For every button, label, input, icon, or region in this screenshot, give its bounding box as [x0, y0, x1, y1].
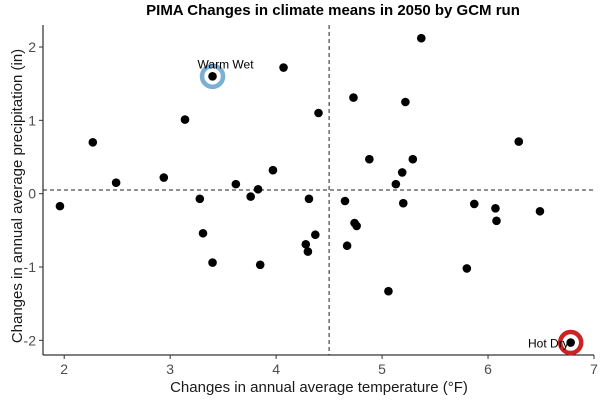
data-point: [159, 173, 169, 182]
data-point: [303, 247, 313, 256]
x-tick-label: 2: [60, 361, 68, 377]
data-point: [352, 221, 361, 231]
data-point: [397, 168, 407, 177]
data-point: [398, 198, 408, 208]
data-point: [301, 239, 311, 249]
data-point: [55, 201, 65, 211]
x-tick-label: 6: [484, 361, 492, 377]
data-point: [408, 154, 418, 164]
y-tick-label: -2: [24, 332, 37, 348]
data-point: [246, 192, 255, 201]
highlight-ring: [557, 329, 584, 356]
data-point: [349, 93, 358, 102]
data-point: [340, 196, 350, 206]
data-point: [401, 97, 410, 107]
data-point: [279, 63, 288, 72]
y-axis-label: Changes in annual average precipitation …: [9, 49, 26, 343]
data-point: [111, 178, 121, 187]
data-point: [314, 108, 323, 118]
data-point: [492, 216, 501, 226]
data-point: [416, 33, 426, 43]
y-tick-label: 2: [28, 39, 36, 55]
data-point: [391, 179, 401, 189]
data-point: [384, 286, 393, 296]
x-tick-label: 7: [590, 361, 598, 377]
data-point: [195, 194, 205, 204]
data-point: [514, 137, 524, 146]
y-tick-label: -1: [24, 259, 37, 275]
x-tick-label: 5: [378, 361, 386, 377]
data-point: [535, 206, 545, 216]
data-point: [365, 154, 374, 164]
data-point: [180, 115, 190, 124]
y-tick-label: 0: [28, 186, 36, 202]
highlight-ring: [199, 63, 226, 90]
plot-area: 2 3 4 5 6 7 -2 -1 0 1 2 Warm Wet Hot Dry: [24, 25, 598, 377]
data-point: [462, 264, 472, 273]
data-point: [311, 230, 320, 240]
highlight-label: Warm Wet: [198, 57, 255, 71]
data-point: [255, 260, 265, 270]
data-point: [88, 138, 98, 147]
x-axis-label: Changes in annual average temperature (°…: [170, 379, 468, 396]
data-point: [469, 199, 479, 209]
data-point: [268, 165, 278, 175]
x-tick-label: 4: [272, 361, 280, 377]
data-point: [208, 72, 217, 81]
data-point: [342, 241, 352, 251]
data-point: [304, 194, 314, 204]
highlight-label: Hot Dry: [528, 337, 569, 351]
chart-title: PIMA Changes in climate means in 2050 by…: [146, 2, 520, 19]
data-point: [198, 228, 208, 238]
data-point: [491, 204, 500, 213]
y-tick-label: 1: [28, 112, 36, 128]
x-tick-label: 3: [166, 361, 174, 377]
data-point: [253, 184, 263, 194]
data-point: [566, 338, 575, 347]
data-point: [231, 179, 241, 189]
data-point: [208, 258, 217, 267]
